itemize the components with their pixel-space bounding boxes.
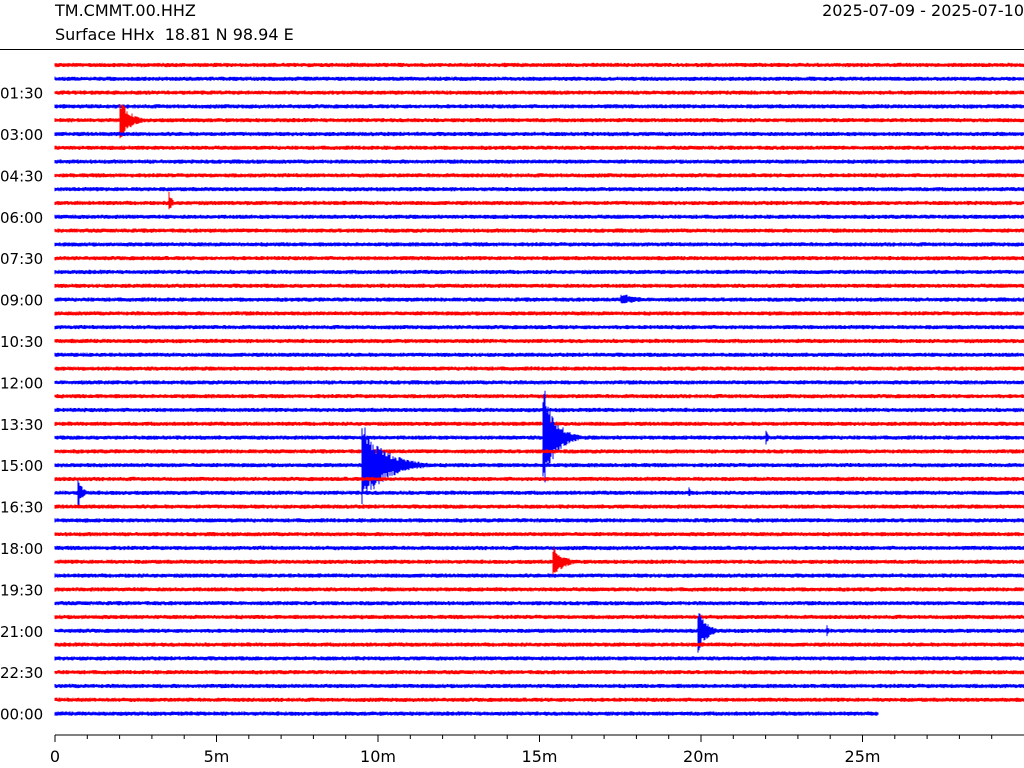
trace-row-33 xyxy=(54,504,1024,509)
trace-row-30 xyxy=(54,427,1024,504)
trace-row-28 xyxy=(54,390,1024,483)
y-tick-label-0000: 00:00 xyxy=(0,706,43,724)
trace-row-45 xyxy=(54,670,1024,675)
trace-row-20 xyxy=(54,325,1024,330)
y-tick-label-1500: 15:00 xyxy=(0,457,43,475)
y-tick-label-1800: 18:00 xyxy=(0,540,43,558)
trace-row-26 xyxy=(54,407,1024,413)
y-tick-label-0130: 01:30 xyxy=(0,85,43,103)
trace-row-44 xyxy=(54,656,1024,661)
trace-row-21 xyxy=(54,338,1024,344)
trace-row-29 xyxy=(54,449,1024,454)
y-tick-label-1930: 19:30 xyxy=(0,581,43,599)
trace-row-12 xyxy=(54,214,1024,219)
trace-row-2 xyxy=(54,76,1024,81)
y-tick-label-0430: 04:30 xyxy=(0,167,43,185)
trace-row-9 xyxy=(54,173,1024,178)
trace-row-39 xyxy=(54,587,1024,592)
trace-row-6 xyxy=(54,131,1024,137)
station-title: TM.CMMT.00.HHZ xyxy=(55,1,196,20)
trace-row-36 xyxy=(54,545,1024,551)
station-subtitle: Surface HHx 18.81 N 98.94 E xyxy=(55,25,294,44)
y-tick-label-0300: 03:00 xyxy=(0,126,43,144)
x-tick-label-15m: 15m xyxy=(522,747,558,766)
x-tick-label-10m: 10m xyxy=(360,747,396,766)
trace-row-3 xyxy=(54,90,1024,95)
trace-row-14 xyxy=(54,242,1024,247)
trace-row-5 xyxy=(54,104,1024,139)
trace-row-41 xyxy=(54,614,1024,620)
trace-row-48 xyxy=(54,711,879,716)
trace-row-22 xyxy=(54,352,1024,357)
trace-row-24 xyxy=(54,380,1024,385)
y-tick-label-0730: 07:30 xyxy=(0,250,43,268)
trace-row-11 xyxy=(54,191,1024,210)
y-tick-label-0600: 06:00 xyxy=(0,209,43,227)
trace-row-19 xyxy=(54,311,1024,316)
trace-row-8 xyxy=(54,159,1024,164)
trace-row-17 xyxy=(54,283,1024,288)
trace-row-37 xyxy=(54,547,1024,577)
x-tick-label-5m: 5m xyxy=(204,747,230,766)
trace-row-16 xyxy=(54,269,1024,275)
y-tick-label-1630: 16:30 xyxy=(0,499,43,517)
date-range: 2025-07-09 - 2025-07-10 xyxy=(822,1,1024,20)
x-tick-label-25m: 25m xyxy=(845,747,881,766)
trace-row-47 xyxy=(54,697,1024,702)
y-tick-label-0900: 09:00 xyxy=(0,292,43,310)
trace-row-13 xyxy=(54,228,1024,233)
trace-row-42 xyxy=(54,613,1024,653)
trace-row-25 xyxy=(54,394,1024,399)
trace-row-18 xyxy=(54,294,1024,304)
header-divider xyxy=(0,49,1024,50)
x-tick-label-0: 0 xyxy=(50,747,60,766)
y-tick-label-1330: 13:30 xyxy=(0,416,43,434)
trace-row-4 xyxy=(54,104,1024,109)
trace-row-32 xyxy=(54,480,1024,506)
trace-row-10 xyxy=(54,187,1024,192)
trace-row-7 xyxy=(54,145,1024,150)
trace-row-46 xyxy=(54,683,1024,689)
y-tick-label-1200: 12:00 xyxy=(0,374,43,392)
trace-row-40 xyxy=(54,601,1024,606)
trace-row-15 xyxy=(54,256,1024,261)
trace-row-31 xyxy=(54,476,1024,482)
y-tick-label-2230: 22:30 xyxy=(0,664,43,682)
x-tick-label-20m: 20m xyxy=(683,747,719,766)
trace-row-34 xyxy=(54,518,1024,523)
trace-row-35 xyxy=(54,532,1024,537)
trace-row-27 xyxy=(54,421,1024,426)
y-tick-label-1030: 10:30 xyxy=(0,333,43,351)
y-tick-label-2100: 21:00 xyxy=(0,623,43,641)
trace-row-1 xyxy=(54,62,1024,68)
trace-row-38 xyxy=(54,573,1024,578)
trace-row-23 xyxy=(54,366,1024,371)
trace-row-43 xyxy=(54,642,1024,647)
